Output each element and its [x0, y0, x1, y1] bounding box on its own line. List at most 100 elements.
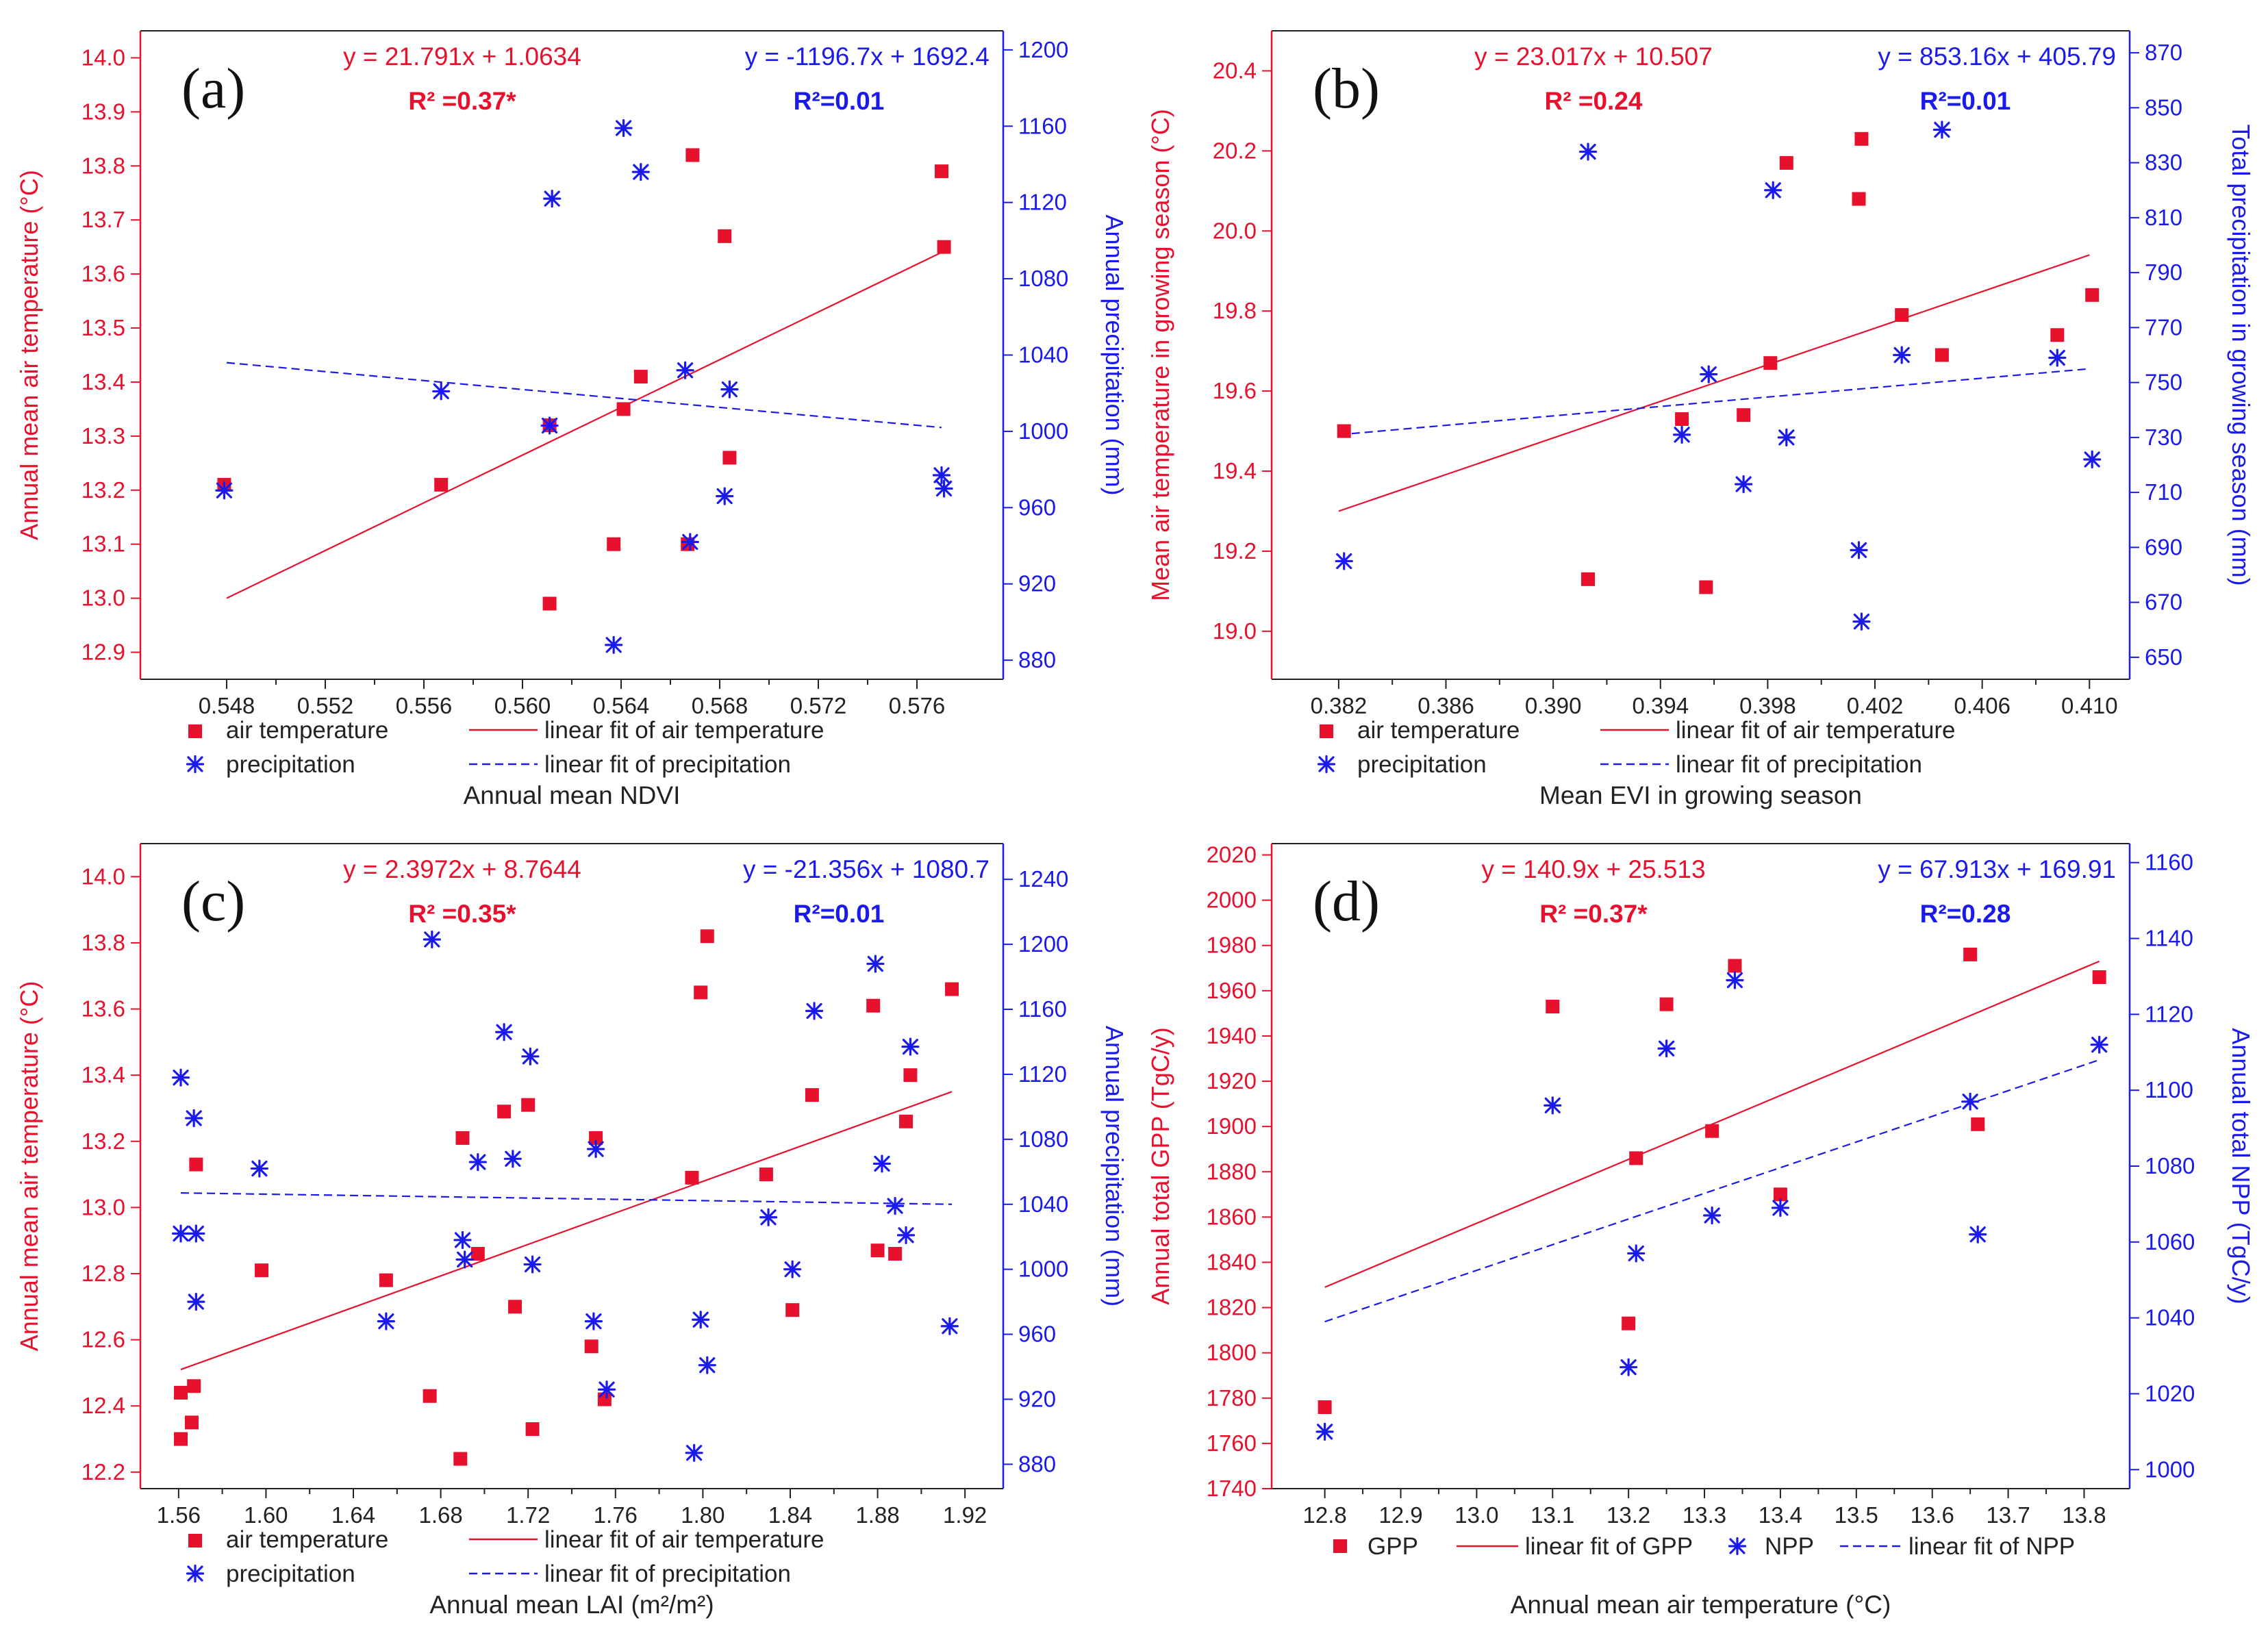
data-point-asterisk	[1703, 1206, 1722, 1225]
right-y-tick-label: 810	[2145, 205, 2182, 230]
data-point-square	[1659, 997, 1674, 1011]
left-y-tick-label: 1880	[1207, 1159, 1257, 1184]
left-y-tick-label: 1980	[1207, 933, 1257, 958]
data-point-square	[189, 1157, 203, 1172]
x-tick-label: 1.84	[768, 1502, 812, 1528]
data-point-square	[1699, 580, 1713, 594]
legend-square-icon	[1320, 724, 1333, 738]
data-point-square	[1629, 1151, 1643, 1165]
data-point-asterisk	[523, 1255, 542, 1274]
left-y-tick-label: 12.6	[81, 1327, 125, 1352]
legend-asterisk-icon	[186, 1564, 205, 1583]
left-y-tick-label: 13.7	[81, 207, 125, 232]
data-point-asterisk	[1578, 142, 1598, 161]
right-y-tick-label: 650	[2145, 644, 2182, 670]
left-y-tick-label: 19.0	[1213, 618, 1257, 644]
left-y-tick-label: 12.9	[81, 640, 125, 665]
right-y-tick-label: 1160	[2145, 850, 2193, 875]
data-point-square	[866, 998, 881, 1013]
right-axis-title: Annual precipitation (mm)	[1100, 1026, 1129, 1306]
data-point-asterisk	[1335, 552, 1353, 570]
x-tick-label: 0.386	[1418, 693, 1474, 718]
right-y-tick-label: 1140	[2145, 926, 2193, 951]
left-y-tick-label: 14.0	[81, 863, 125, 889]
data-point-square	[497, 1104, 512, 1119]
data-point-square	[589, 1131, 603, 1145]
x-tick-label: 1.60	[244, 1502, 288, 1528]
right-y-tick-label: 1080	[1018, 266, 1068, 291]
fit-line-left	[1338, 254, 2090, 512]
data-point-square	[899, 1114, 914, 1128]
legend-asterisk-icon	[1728, 1537, 1747, 1556]
legend-label: air temperature	[226, 1526, 388, 1553]
data-point-asterisk	[453, 1230, 472, 1250]
data-point-square	[174, 1385, 188, 1400]
left-y-tick-label: 12.4	[81, 1393, 125, 1418]
data-point-asterisk	[886, 1197, 905, 1215]
left-y-tick-label: 13.6	[81, 996, 125, 1022]
equation-left: y = 21.791x + 1.0634	[343, 42, 581, 71]
panel-letter: (b)	[1313, 57, 1380, 121]
data-point-asterisk	[215, 481, 234, 500]
data-point-asterisk	[377, 1312, 395, 1330]
right-y-tick-label: 1200	[1018, 37, 1068, 62]
data-point-square	[1728, 959, 1742, 973]
right-y-tick-label: 1040	[2145, 1305, 2195, 1330]
data-point-square	[685, 1170, 699, 1185]
panel-letter: (a)	[181, 57, 245, 121]
x-tick-label: 0.548	[199, 693, 255, 718]
data-point-square	[1622, 1316, 1636, 1330]
r-squared-right: R²=0.01	[794, 87, 885, 115]
data-point-asterisk	[495, 1023, 514, 1041]
data-point-asterisk	[185, 1109, 203, 1128]
x-tick-label: 1.92	[943, 1502, 987, 1528]
data-point-asterisk	[187, 1293, 205, 1311]
left-y-tick-label: 13.8	[81, 153, 125, 178]
left-y-tick-label: 1780	[1207, 1385, 1257, 1411]
left-axis-title: Annual total GPP (TgC/y)	[1146, 1027, 1174, 1305]
chart-panel-2: 0.382 0.386 0.390 0.394 0.398 0.402 0.406 0.410…	[1146, 30, 2255, 809]
data-point-asterisk	[720, 380, 739, 399]
legend-label: precipitation	[1357, 751, 1487, 778]
x-tick-label: 0.390	[1525, 693, 1582, 718]
data-point-square	[633, 370, 648, 384]
right-y-tick-label: 870	[2145, 40, 2182, 65]
data-point-asterisk	[503, 1150, 522, 1168]
left-y-tick-label: 13.4	[81, 369, 125, 394]
left-y-tick-label: 13.9	[81, 99, 125, 124]
x-tick-label: 0.564	[593, 693, 650, 718]
data-point-asterisk	[896, 1226, 916, 1244]
data-point-asterisk	[171, 1068, 190, 1087]
data-point-square	[700, 929, 714, 944]
x-tick-label: 1.80	[681, 1502, 724, 1528]
left-axis-title: Annual mean air temperature (°C)	[15, 170, 43, 540]
right-y-tick-label: 1000	[1018, 1257, 1068, 1282]
data-point-asterisk	[1777, 428, 1796, 446]
data-point-asterisk	[543, 190, 562, 208]
data-point-asterisk	[597, 1380, 616, 1399]
data-point-asterisk	[685, 1443, 703, 1462]
chart-panel-3: 1.56 1.60 1.64 1.68 1.72 1.76 1.80 1.84 1.88 1.92…	[15, 843, 1129, 1619]
left-y-tick-label: 13.0	[81, 1194, 125, 1220]
data-point-square	[1895, 308, 1909, 323]
r-squared-left: R² =0.35*	[408, 900, 516, 928]
data-point-square	[759, 1167, 773, 1182]
left-y-tick-label: 1860	[1207, 1204, 1257, 1229]
data-point-asterisk	[692, 1311, 710, 1329]
x-tick-label: 13.8	[2062, 1502, 2106, 1528]
x-tick-label: 13.4	[1759, 1502, 1802, 1528]
right-axis-title: Annual total NPP (TgC/y)	[2227, 1028, 2255, 1304]
legend-square-icon	[1333, 1539, 1347, 1553]
left-y-tick-label: 20.4	[1213, 58, 1257, 83]
left-y-tick-label: 1800	[1207, 1340, 1257, 1365]
r-squared-left: R² =0.24	[1545, 87, 1643, 115]
left-y-tick-label: 1740	[1207, 1476, 1257, 1501]
data-point-asterisk	[783, 1260, 802, 1278]
right-y-tick-label: 1120	[2145, 1001, 2193, 1026]
data-point-square	[525, 1422, 540, 1437]
left-y-tick-label: 1820	[1207, 1295, 1257, 1320]
left-y-tick-label: 13.1	[81, 531, 125, 557]
legend-label: linear fit of precipitation	[544, 1561, 791, 1587]
fit-line-left	[226, 251, 942, 599]
equation-left: y = 140.9x + 25.513	[1481, 855, 1705, 883]
